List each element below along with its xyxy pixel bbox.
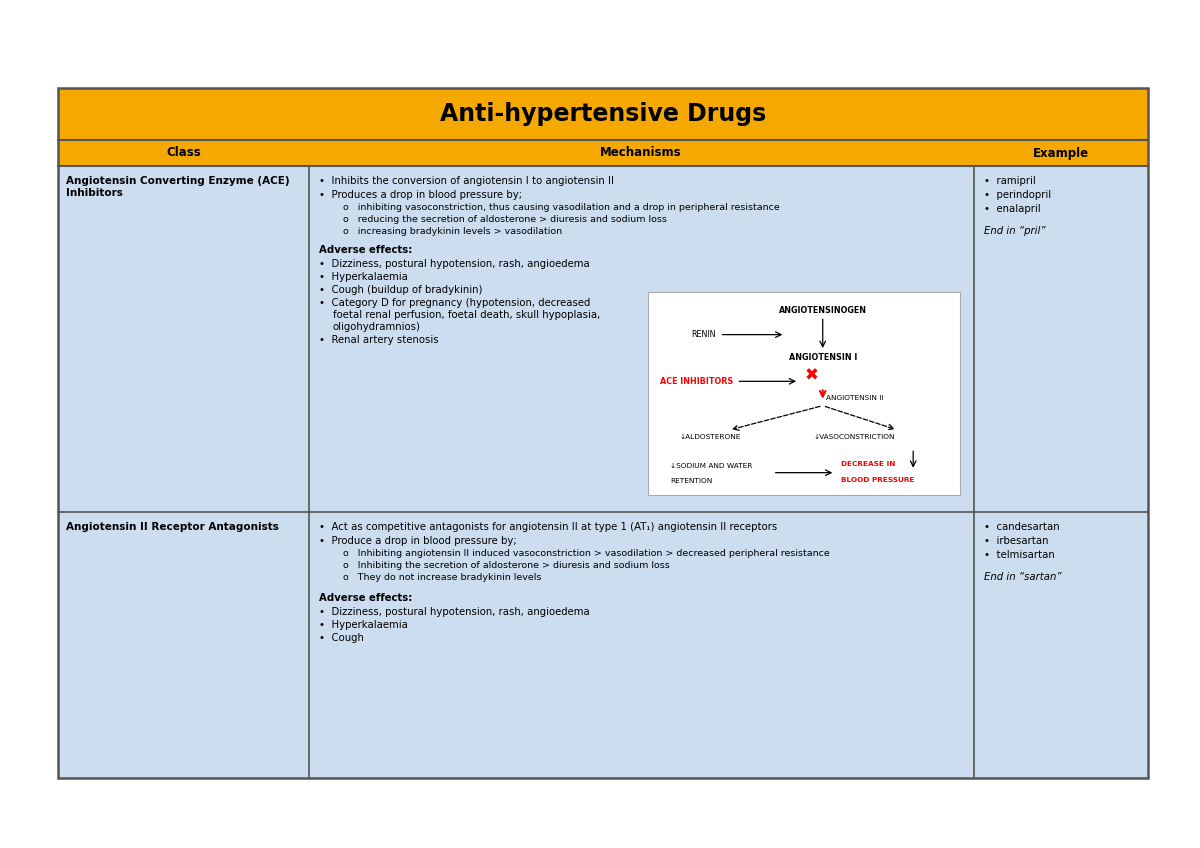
- Text: End in “pril”: End in “pril”: [984, 226, 1045, 236]
- Text: •  ramipril: • ramipril: [984, 176, 1036, 186]
- Text: •  Renal artery stenosis: • Renal artery stenosis: [319, 335, 438, 345]
- Text: RENIN: RENIN: [691, 330, 716, 339]
- Text: End in “sartan”: End in “sartan”: [984, 572, 1061, 582]
- Text: •  Produces a drop in blood pressure by;: • Produces a drop in blood pressure by;: [319, 190, 522, 200]
- Text: o   reducing the secretion of aldosterone > diuresis and sodium loss: o reducing the secretion of aldosterone …: [343, 215, 666, 224]
- Text: o   Inhibiting the secretion of aldosterone > diuresis and sodium loss: o Inhibiting the secretion of aldosteron…: [343, 561, 670, 570]
- Text: ANGIOTENSIN I: ANGIOTENSIN I: [788, 353, 857, 362]
- Text: ANGIOTENSIN II: ANGIOTENSIN II: [826, 394, 883, 400]
- Text: ↓ALDOSTERONE: ↓ALDOSTERONE: [679, 434, 740, 440]
- Text: Inhibitors: Inhibitors: [66, 188, 122, 198]
- Bar: [58, 88, 1148, 140]
- Text: •  candesartan: • candesartan: [984, 522, 1060, 532]
- Bar: [58, 88, 1148, 778]
- Text: BLOOD PRESSURE: BLOOD PRESSURE: [841, 477, 914, 483]
- Text: Class: Class: [166, 147, 200, 159]
- Text: Adverse effects:: Adverse effects:: [319, 245, 412, 255]
- Text: •  telmisartan: • telmisartan: [984, 550, 1055, 560]
- Text: •  Dizziness, postural hypotension, rash, angioedema: • Dizziness, postural hypotension, rash,…: [319, 607, 589, 616]
- Text: •  Cough: • Cough: [319, 633, 364, 643]
- Text: Mechanisms: Mechanisms: [600, 147, 682, 159]
- Bar: [58, 140, 1148, 166]
- Text: Anti-hypertensive Drugs: Anti-hypertensive Drugs: [440, 102, 766, 126]
- Text: •  perindopril: • perindopril: [984, 190, 1051, 200]
- Text: ↓VASOCONSTRICTION: ↓VASOCONSTRICTION: [814, 434, 895, 440]
- Text: RETENTION: RETENTION: [670, 477, 712, 484]
- Text: •  Produce a drop in blood pressure by;: • Produce a drop in blood pressure by;: [319, 536, 516, 546]
- Text: o   increasing bradykinin levels > vasodilation: o increasing bradykinin levels > vasodil…: [343, 227, 562, 236]
- Text: Example: Example: [1033, 147, 1088, 159]
- Bar: [648, 292, 960, 495]
- Text: oligohydramnios): oligohydramnios): [332, 322, 421, 332]
- Text: ↓SODIUM AND WATER: ↓SODIUM AND WATER: [670, 462, 752, 469]
- Text: o   Inhibiting angiotensin II induced vasoconstriction > vasodilation > decrease: o Inhibiting angiotensin II induced vaso…: [343, 549, 829, 558]
- Text: •  irbesartan: • irbesartan: [984, 536, 1048, 546]
- Text: ACE INHIBITORS: ACE INHIBITORS: [660, 377, 733, 386]
- Text: Angiotensin II Receptor Antagonists: Angiotensin II Receptor Antagonists: [66, 522, 278, 532]
- Text: •  Hyperkalaemia: • Hyperkalaemia: [319, 272, 408, 282]
- Text: ✖: ✖: [805, 366, 818, 384]
- Text: •  Inhibits the conversion of angiotensin I to angiotensin II: • Inhibits the conversion of angiotensin…: [319, 176, 613, 186]
- Text: Adverse effects:: Adverse effects:: [319, 593, 412, 603]
- Text: ANGIOTENSINOGEN: ANGIOTENSINOGEN: [779, 306, 866, 315]
- Text: •  enalapril: • enalapril: [984, 204, 1040, 214]
- Text: •  Category D for pregnancy (hypotension, decreased: • Category D for pregnancy (hypotension,…: [319, 298, 590, 308]
- Text: foetal renal perfusion, foetal death, skull hypoplasia,: foetal renal perfusion, foetal death, sk…: [332, 310, 600, 320]
- Text: DECREASE IN: DECREASE IN: [841, 460, 896, 466]
- Text: •  Cough (buildup of bradykinin): • Cough (buildup of bradykinin): [319, 285, 482, 295]
- Text: •  Act as competitive antagonists for angiotensin II at type 1 (AT₁) angiotensin: • Act as competitive antagonists for ang…: [319, 522, 776, 532]
- Bar: [58, 166, 1148, 778]
- Text: o   They do not increase bradykinin levels: o They do not increase bradykinin levels: [343, 572, 541, 582]
- Text: •  Hyperkalaemia: • Hyperkalaemia: [319, 620, 408, 630]
- Text: Angiotensin Converting Enzyme (ACE): Angiotensin Converting Enzyme (ACE): [66, 176, 289, 186]
- Text: o   inhibiting vasoconstriction, thus causing vasodilation and a drop in periphe: o inhibiting vasoconstriction, thus caus…: [343, 203, 780, 212]
- Text: •  Dizziness, postural hypotension, rash, angioedema: • Dizziness, postural hypotension, rash,…: [319, 259, 589, 269]
